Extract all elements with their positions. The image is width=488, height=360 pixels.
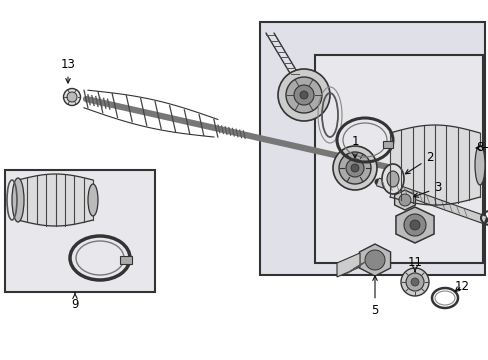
Polygon shape [336,253,359,277]
Circle shape [63,89,81,105]
Bar [120,256,132,264]
Polygon shape [395,207,433,243]
Circle shape [350,164,358,172]
Circle shape [409,220,419,230]
Circle shape [403,214,425,236]
Circle shape [67,92,77,102]
Circle shape [285,77,321,113]
Circle shape [338,152,370,184]
Circle shape [400,268,428,296]
Bar [260,22,484,275]
Text: 1: 1 [350,135,358,158]
Polygon shape [376,178,486,224]
Text: 2: 2 [405,152,433,174]
Ellipse shape [88,184,98,216]
Polygon shape [394,190,414,210]
Text: 5: 5 [370,276,378,316]
Text: 10: 10 [0,359,1,360]
Circle shape [278,69,329,121]
Circle shape [346,159,363,177]
Circle shape [410,278,418,286]
Polygon shape [359,244,390,276]
Text: 13: 13 [61,58,75,83]
Text: 3: 3 [413,181,441,197]
Circle shape [405,273,423,291]
Circle shape [398,194,410,206]
Text: 4: 4 [0,359,1,360]
Text: 8: 8 [475,141,483,154]
Bar [5,170,155,292]
Circle shape [299,91,307,99]
Bar [382,141,392,148]
Text: 7: 7 [0,359,1,360]
Ellipse shape [12,178,24,222]
Bar [314,55,482,263]
Ellipse shape [381,164,403,194]
Text: — 8: — 8 [481,141,488,154]
Ellipse shape [386,171,398,187]
Text: 12: 12 [453,279,468,292]
Text: 11: 11 [407,256,422,271]
Circle shape [293,85,313,105]
Text: 6: 6 [0,359,1,360]
Circle shape [364,250,384,270]
Ellipse shape [474,145,484,185]
Text: 9: 9 [71,293,79,311]
Circle shape [332,146,376,190]
